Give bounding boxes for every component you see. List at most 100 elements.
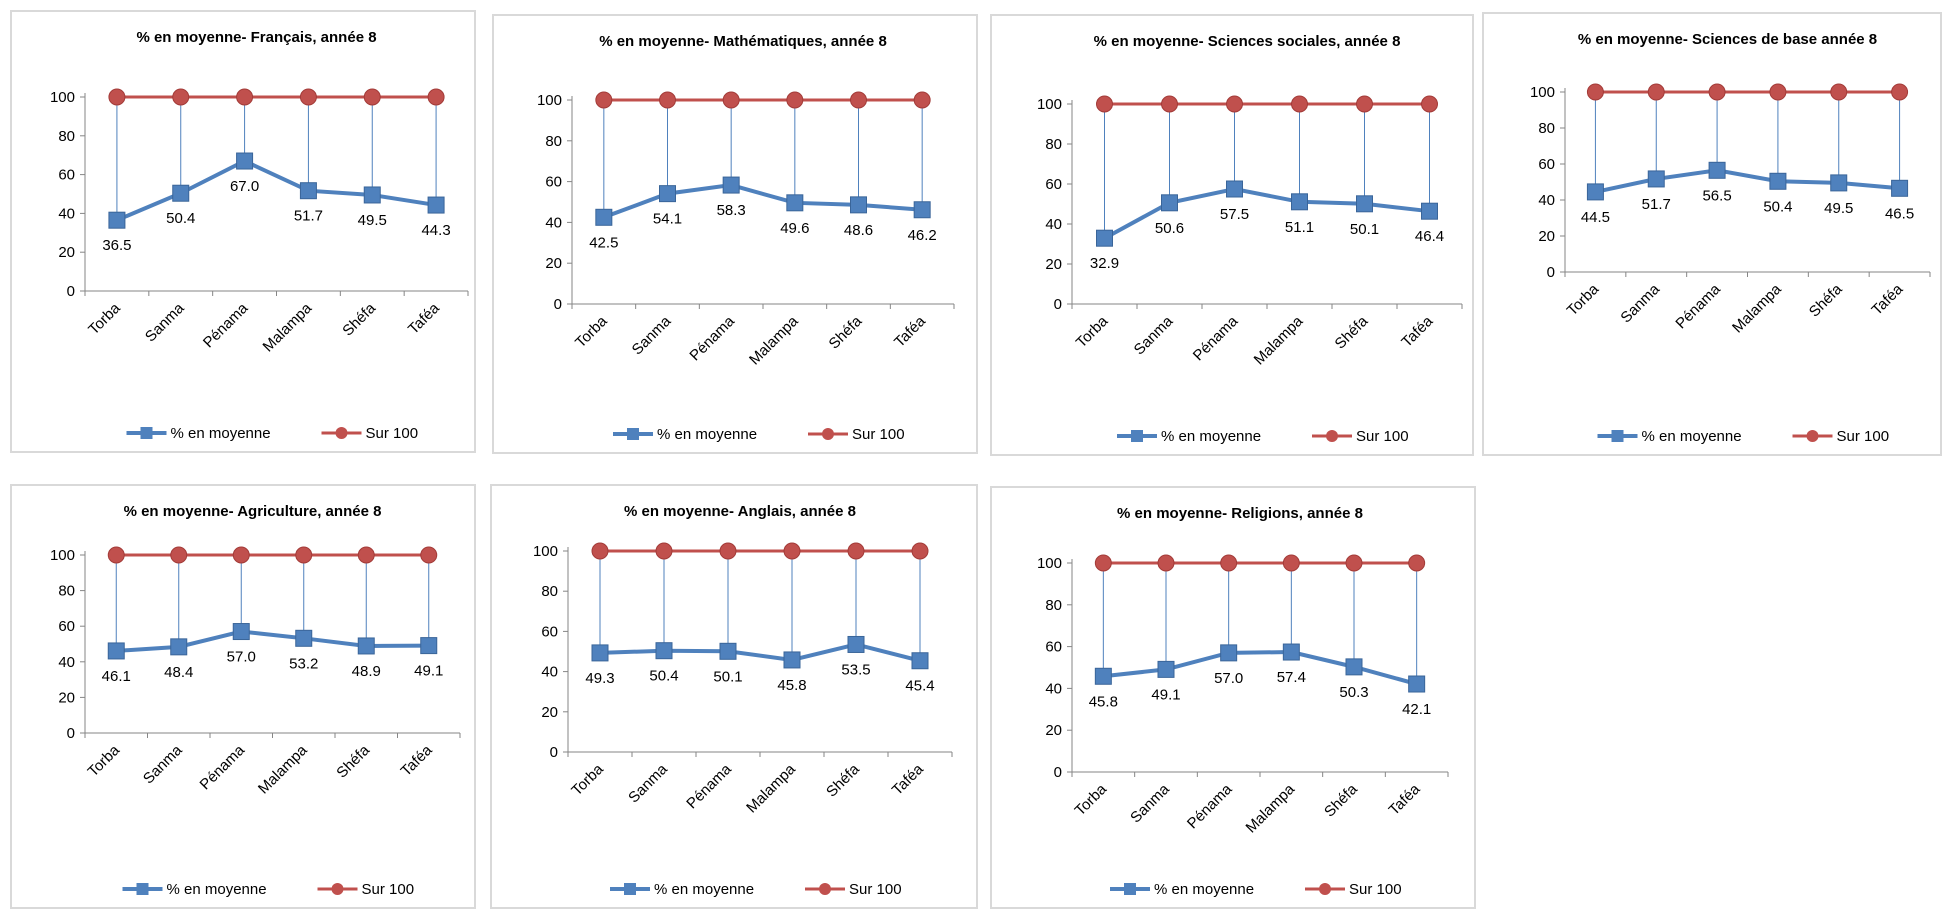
point-moyenne [1356, 195, 1373, 213]
data-label: 48.9 [352, 663, 381, 680]
chart-panel-1: % en moyenne- Français, année 8 0 20 40 60 80… [10, 10, 476, 453]
point-moyenne [1408, 675, 1426, 693]
point-moyenne [108, 211, 126, 229]
legend-marker-sur-100 [1326, 430, 1338, 442]
point-sur-100 [1345, 554, 1363, 572]
legend-marker-moyenne [140, 427, 153, 439]
data-label: 53.5 [841, 661, 870, 678]
x-tick-label: Taféa [1868, 280, 1906, 318]
data-label: 45.8 [777, 677, 806, 694]
chart-title: % en moyenne- Religions, année 8 [1117, 505, 1363, 522]
y-tick-label: 20 [58, 244, 75, 261]
x-tick-label: Torba [1072, 780, 1111, 819]
point-sur-100 [1408, 554, 1426, 572]
y-tick-label: 20 [1045, 722, 1062, 739]
data-label: 49.3 [585, 670, 614, 687]
point-moyenne [420, 637, 438, 655]
legend-marker-moyenne [136, 883, 149, 895]
x-tick-label: Shéfa [333, 741, 373, 781]
point-moyenne [236, 152, 254, 170]
y-tick-label: 60 [1538, 156, 1555, 173]
point-moyenne [1421, 202, 1438, 220]
y-tick-label: 20 [545, 255, 562, 272]
y-tick-label: 40 [1045, 216, 1062, 233]
chart-svg: % en moyenne- Agriculture, année 8 0 20 40 6… [50, 503, 461, 898]
data-label: 36.5 [102, 237, 131, 254]
x-tick-label: Sanma [140, 741, 186, 787]
y-tick-label: 40 [1045, 680, 1062, 697]
y-tick-label: 60 [58, 167, 75, 184]
legend-label-sur-100: Sur 100 [1349, 881, 1402, 898]
y-tick-label: 0 [554, 296, 562, 313]
chart-title: % en moyenne- Sciences de base année 8 [1578, 31, 1877, 48]
x-tick-label: Torba [85, 741, 124, 780]
y-tick-label: 100 [50, 547, 75, 564]
data-label: 48.6 [844, 222, 873, 239]
point-sur-100 [783, 542, 801, 560]
data-label: 49.6 [780, 220, 809, 237]
point-sur-100 [295, 546, 313, 564]
point-sur-100 [1291, 95, 1308, 113]
point-moyenne [850, 196, 867, 214]
data-label: 44.3 [421, 222, 450, 239]
chart-panel-7: % en moyenne- Religions, année 8 0 20 40 60 8… [990, 486, 1476, 909]
y-tick-label: 40 [58, 654, 75, 671]
legend-label-moyenne: % en moyenne [654, 881, 754, 898]
point-sur-100 [236, 88, 254, 106]
x-tick-label: Pénama [1184, 780, 1236, 832]
chart-panel-6: % en moyenne- Anglais, année 8 0 20 40 60 80 1… [490, 484, 978, 909]
data-label: 45.8 [1089, 693, 1118, 710]
legend-marker-moyenne [627, 428, 639, 440]
point-sur-100 [1157, 554, 1175, 572]
point-moyenne [1830, 174, 1848, 192]
y-tick-label: 0 [1547, 264, 1555, 281]
data-label: 50.6 [1155, 220, 1184, 237]
chart-svg: % en moyenne- Français, année 8 0 20 40 60 80… [50, 29, 469, 442]
data-label: 57.4 [1277, 669, 1306, 686]
point-moyenne [170, 638, 188, 656]
x-tick-label: Taféa [891, 312, 929, 350]
x-tick-label: Sanma [142, 299, 188, 345]
x-tick-label: Taféa [889, 760, 927, 798]
series-line-moyenne [116, 629, 429, 653]
point-sur-100 [420, 546, 438, 564]
legend-marker-moyenne [1611, 430, 1624, 442]
point-sur-100 [655, 542, 673, 560]
data-label: 57.5 [1220, 206, 1249, 223]
data-label: 57.0 [1214, 670, 1243, 687]
legend-label-moyenne: % en moyenne [1642, 428, 1742, 445]
point-sur-100 [427, 88, 445, 106]
y-tick-label: 20 [58, 689, 75, 706]
x-tick-label: Malampa [1251, 312, 1307, 368]
x-tick-label: Pénama [200, 299, 252, 351]
point-moyenne [847, 635, 865, 653]
data-label: 46.4 [1415, 228, 1444, 245]
data-label: 49.1 [1151, 686, 1180, 703]
point-sur-100 [1586, 83, 1604, 101]
data-label: 46.5 [1885, 205, 1914, 222]
x-tick-label: Torba [1564, 280, 1603, 319]
x-tick-label: Torba [1073, 312, 1112, 351]
data-label: 50.3 [1339, 684, 1368, 701]
x-tick-label: Malampa [746, 312, 802, 368]
point-sur-100 [1226, 95, 1243, 113]
point-moyenne [911, 652, 929, 670]
legend-label-moyenne: % en moyenne [1161, 428, 1261, 445]
point-moyenne [172, 184, 190, 202]
point-sur-100 [1647, 83, 1665, 101]
x-tick-label: Pénama [686, 312, 738, 364]
point-sur-100 [299, 88, 317, 106]
data-label: 46.2 [908, 227, 937, 244]
point-sur-100 [913, 91, 931, 109]
point-sur-100 [847, 542, 865, 560]
point-sur-100 [1421, 95, 1438, 113]
x-tick-label: Torba [85, 299, 124, 338]
legend-marker-sur-100 [335, 427, 348, 439]
data-label: 67.0 [230, 178, 259, 195]
x-tick-label: Shéfa [339, 299, 379, 339]
chart-svg: % en moyenne- Sciences de base année 8 0 2… [1530, 31, 1931, 445]
legend-marker-moyenne [1124, 883, 1136, 895]
legend-marker-sur-100 [331, 883, 344, 895]
point-moyenne [1220, 644, 1238, 662]
point-moyenne [913, 201, 931, 219]
